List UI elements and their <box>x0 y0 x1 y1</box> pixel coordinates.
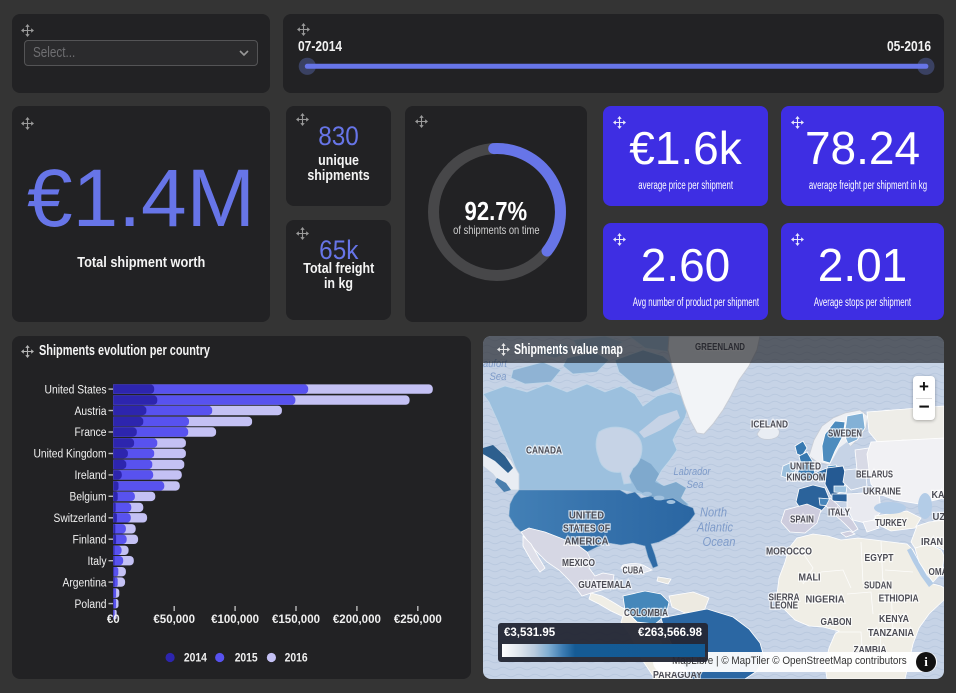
svg-text:GUATEMALA: GUATEMALA <box>578 580 631 591</box>
svg-text:UZE: UZE <box>933 512 945 523</box>
svg-text:KA: KA <box>932 490 945 501</box>
svg-text:OMA: OMA <box>929 567 945 578</box>
svg-text:€0: €0 <box>107 614 120 626</box>
svg-text:Italy: Italy <box>88 556 107 568</box>
svg-text:United Kingdom: United Kingdom <box>34 449 107 461</box>
svg-text:Belgium: Belgium <box>70 492 107 504</box>
svg-text:ICELAND: ICELAND <box>751 419 788 430</box>
svg-text:CANADA: CANADA <box>526 446 562 457</box>
svg-text:AMERICA: AMERICA <box>565 537 609 548</box>
svg-text:€150,000: €150,000 <box>272 614 320 626</box>
svg-text:€200,000: €200,000 <box>333 614 381 626</box>
svg-text:2015: 2015 <box>235 653 259 665</box>
svg-text:TURKEY: TURKEY <box>875 518 907 529</box>
svg-text:TANZANIA: TANZANIA <box>868 628 914 639</box>
svg-text:UNITED: UNITED <box>569 511 604 522</box>
svg-text:NIGERIA: NIGERIA <box>806 595 845 606</box>
svg-text:Austria: Austria <box>75 406 108 418</box>
svg-text:UKRAINE: UKRAINE <box>863 486 901 497</box>
svg-text:Switzerland: Switzerland <box>54 513 107 525</box>
svg-text:MOROCCO: MOROCCO <box>766 546 812 557</box>
svg-text:Ireland: Ireland <box>75 470 107 482</box>
svg-text:Argentina: Argentina <box>63 577 108 589</box>
svg-text:€50,000: €50,000 <box>153 614 195 626</box>
svg-text:Finland: Finland <box>73 534 107 546</box>
svg-text:Poland: Poland <box>75 599 107 611</box>
svg-text:2014: 2014 <box>184 653 208 665</box>
svg-text:COLOMBIA: COLOMBIA <box>624 608 668 619</box>
svg-text:Labrador: Labrador <box>674 466 712 478</box>
svg-text:Sea: Sea <box>490 371 507 383</box>
svg-text:ETHIOPIA: ETHIOPIA <box>879 594 919 605</box>
svg-text:LEONE: LEONE <box>770 600 798 611</box>
svg-text:SUDAN: SUDAN <box>864 581 892 592</box>
svg-text:€250,000: €250,000 <box>394 614 442 626</box>
svg-text:SPAIN: SPAIN <box>790 515 814 526</box>
svg-text:STATES OF: STATES OF <box>563 524 610 535</box>
svg-text:United States: United States <box>45 384 107 396</box>
svg-text:KINGDOM: KINGDOM <box>787 473 826 484</box>
svg-text:Sea: Sea <box>687 479 704 491</box>
svg-text:IRAN: IRAN <box>921 537 943 548</box>
svg-text:France: France <box>75 427 107 439</box>
svg-text:North: North <box>700 505 727 520</box>
svg-text:PARAGUAY: PARAGUAY <box>653 670 702 679</box>
svg-text:UNITED: UNITED <box>790 461 821 472</box>
svg-text:SIERRA: SIERRA <box>769 592 800 603</box>
svg-text:SWEDEN: SWEDEN <box>828 429 862 440</box>
svg-text:2016: 2016 <box>285 653 308 665</box>
svg-text:€100,000: €100,000 <box>211 614 259 626</box>
svg-text:Ocean: Ocean <box>703 534 736 549</box>
svg-text:MALI: MALI <box>799 573 821 584</box>
svg-text:Atlantic: Atlantic <box>696 520 733 535</box>
svg-text:BELARUS: BELARUS <box>856 469 893 480</box>
svg-text:GABON: GABON <box>821 617 852 628</box>
svg-text:EGYPT: EGYPT <box>865 553 894 564</box>
svg-text:KENYA: KENYA <box>879 614 909 625</box>
svg-text:CUBA: CUBA <box>623 566 644 577</box>
svg-text:ITALY: ITALY <box>828 507 850 518</box>
svg-text:MEXICO: MEXICO <box>562 558 595 569</box>
